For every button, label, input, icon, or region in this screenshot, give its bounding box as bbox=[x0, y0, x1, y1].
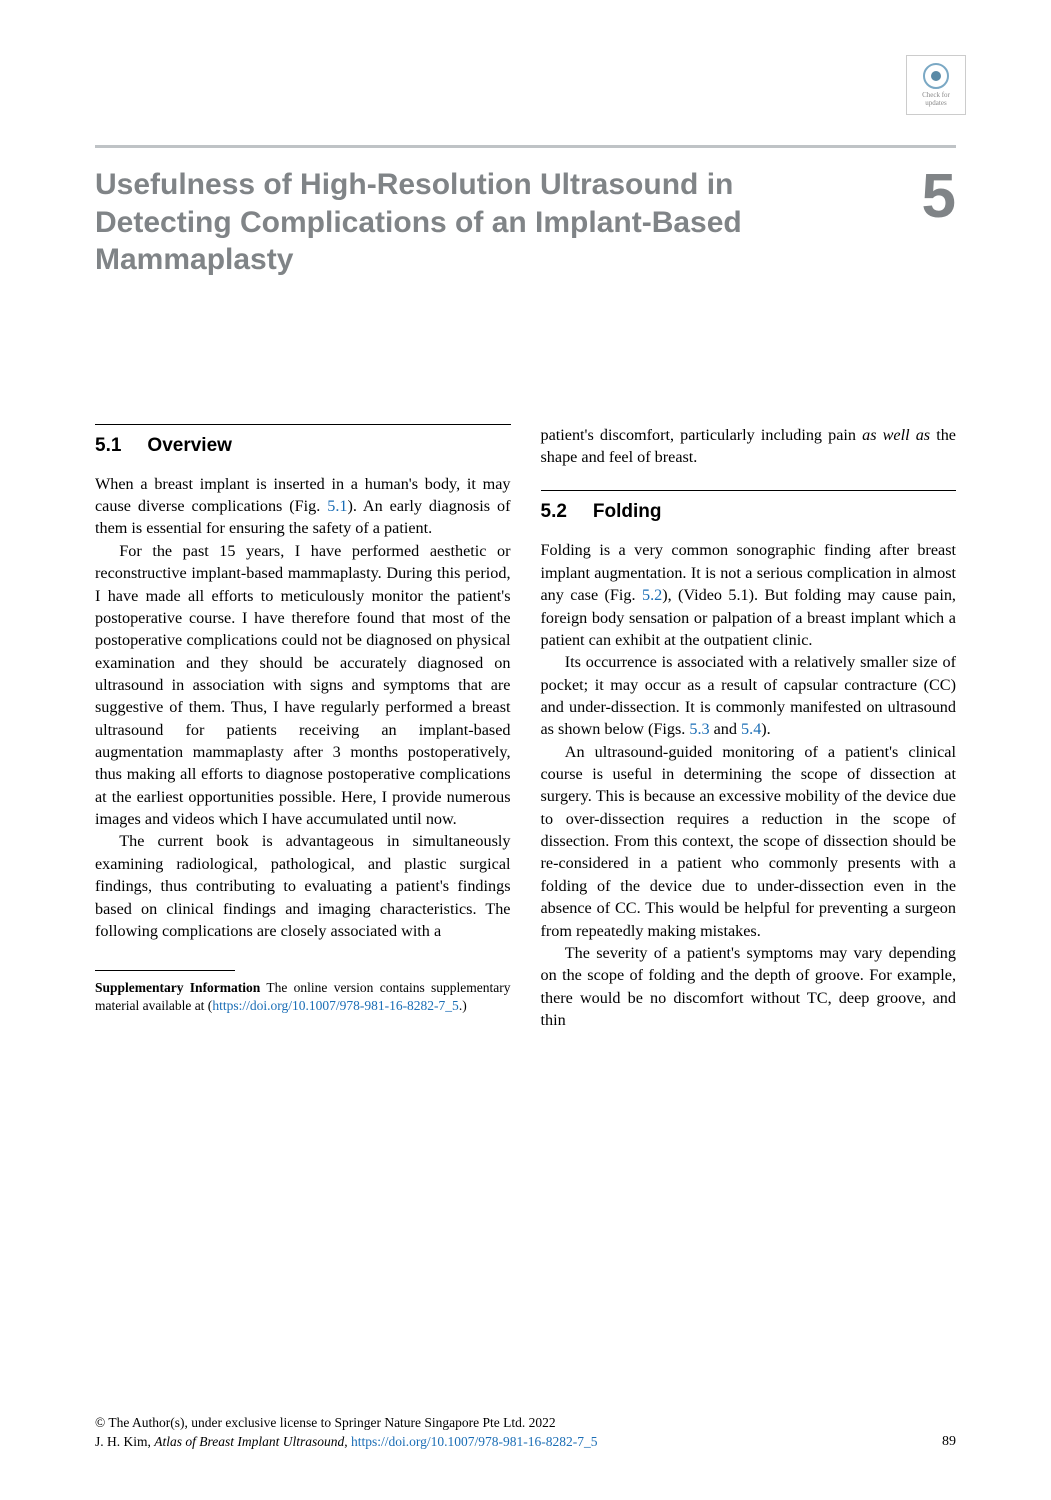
paragraph: Its occurrence is associated with a rela… bbox=[541, 651, 957, 740]
title-row: Usefulness of High-Resolution Ultrasound… bbox=[95, 166, 956, 279]
paragraph: An ultrasound-guided monitoring of a pat… bbox=[541, 741, 957, 942]
section-heading-5-1: 5.1 Overview bbox=[95, 433, 511, 459]
italic-text: as well as bbox=[862, 426, 930, 444]
body-text: patient's discomfort, particularly inclu… bbox=[541, 426, 863, 444]
footnote-text: .) bbox=[459, 998, 467, 1013]
footnote-rule bbox=[95, 970, 235, 971]
page-number: 89 bbox=[942, 1432, 956, 1452]
right-column: patient's discomfort, particularly inclu… bbox=[541, 424, 957, 1032]
footnote-doi-link[interactable]: https://doi.org/10.1007/978-981-16-8282-… bbox=[212, 998, 459, 1013]
figure-link[interactable]: 5.2 bbox=[642, 586, 662, 604]
section-title: Folding bbox=[593, 499, 662, 525]
section-number: 5.2 bbox=[541, 499, 567, 525]
title-top-rule bbox=[95, 145, 956, 148]
check-updates-badge[interactable]: Check for updates bbox=[906, 55, 966, 115]
paragraph: The current book is advantageous in simu… bbox=[95, 830, 511, 942]
page-container: Check for updates Usefulness of High-Res… bbox=[0, 0, 1051, 1500]
footer-text: J. H. Kim, bbox=[95, 1434, 154, 1449]
section-heading-5-2: 5.2 Folding bbox=[541, 499, 957, 525]
section-rule-5-1 bbox=[95, 424, 511, 425]
chapter-number: 5 bbox=[922, 166, 956, 228]
body-text: ). bbox=[761, 720, 770, 738]
chapter-title: Usefulness of High-Resolution Ultrasound… bbox=[95, 166, 795, 279]
body-columns: 5.1 Overview When a breast implant is in… bbox=[95, 424, 956, 1032]
copyright-line: © The Author(s), under exclusive license… bbox=[95, 1414, 922, 1433]
footer-doi-link[interactable]: https://doi.org/10.1007/978-981-16-8282-… bbox=[351, 1434, 598, 1449]
paragraph: patient's discomfort, particularly inclu… bbox=[541, 424, 957, 469]
citation-line: J. H. Kim, Atlas of Breast Implant Ultra… bbox=[95, 1433, 922, 1452]
paragraph: When a breast implant is inserted in a h… bbox=[95, 473, 511, 540]
paragraph: Folding is a very common sonographic fin… bbox=[541, 539, 957, 651]
footnote-label: Supplementary Information bbox=[95, 980, 260, 995]
figure-link[interactable]: 5.1 bbox=[327, 497, 347, 515]
left-column: 5.1 Overview When a breast implant is in… bbox=[95, 424, 511, 1032]
section-rule-5-2 bbox=[541, 490, 957, 491]
figure-link[interactable]: 5.4 bbox=[741, 720, 761, 738]
figure-link[interactable]: 5.3 bbox=[689, 720, 709, 738]
check-updates-icon bbox=[923, 63, 949, 89]
body-text: and bbox=[710, 720, 741, 738]
paragraph: The severity of a patient's symptoms may… bbox=[541, 942, 957, 1031]
section-title: Overview bbox=[147, 433, 232, 459]
footer-left: © The Author(s), under exclusive license… bbox=[95, 1414, 922, 1452]
section-number: 5.1 bbox=[95, 433, 121, 459]
check-updates-label: Check for updates bbox=[922, 91, 950, 107]
page-footer: © The Author(s), under exclusive license… bbox=[95, 1414, 956, 1452]
book-title-italic: Atlas of Breast Implant Ultrasound bbox=[154, 1434, 344, 1449]
paragraph: For the past 15 years, I have performed … bbox=[95, 540, 511, 831]
footnote: Supplementary Information The online ver… bbox=[95, 979, 511, 1015]
